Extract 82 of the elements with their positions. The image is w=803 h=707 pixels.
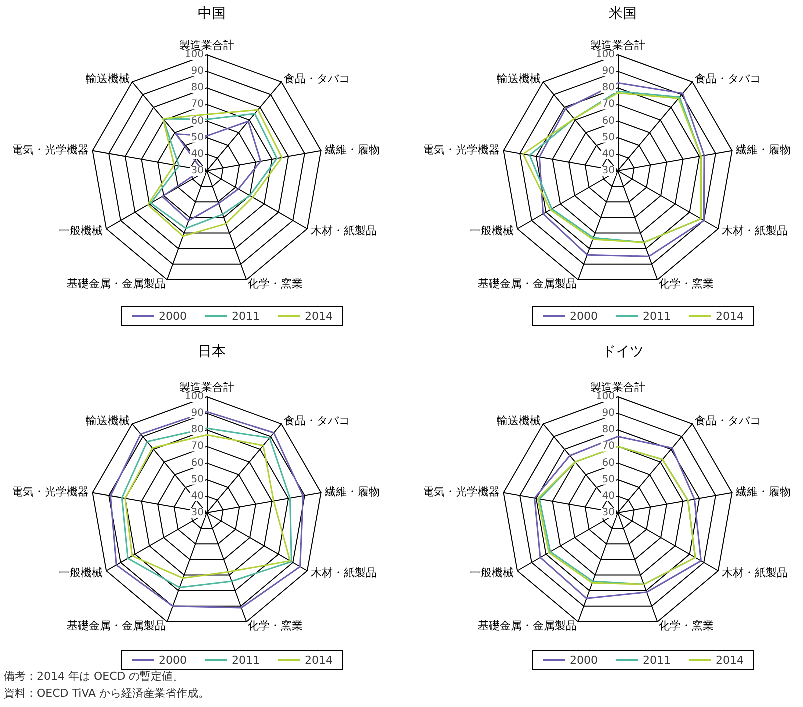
y-tick-label: 70 <box>191 99 204 110</box>
text: 備考：2014 年は OECD の暫定値。 <box>4 670 184 683</box>
chart-title: 日本 <box>198 344 226 360</box>
legend-label: 2000 <box>159 654 187 667</box>
legend-label: 2014 <box>304 310 333 323</box>
spoke-label: 化学・窯業 <box>248 277 304 290</box>
legend-label: 2000 <box>570 654 598 667</box>
y-tick-label: 40 <box>191 490 204 502</box>
y-tick-label: 40 <box>602 148 615 160</box>
spoke-label: 輸送機械 <box>496 72 541 86</box>
spoke-label: 一般機械 <box>470 224 514 238</box>
spoke-label: 食品・タバコ <box>695 72 762 86</box>
spoke-label: 輸送機械 <box>86 414 130 428</box>
spoke-label: 食品・タバコ <box>695 414 762 428</box>
y-tick-label: 80 <box>602 82 615 94</box>
y-tick-label: 90 <box>602 408 615 420</box>
spoke-label: 木材・紙製品 <box>722 566 788 580</box>
spoke-label: 食品・タバコ <box>284 72 350 86</box>
legend-label: 2000 <box>570 310 598 323</box>
y-tick-label: 100 <box>184 392 204 402</box>
spoke-label: 輸送機械 <box>86 72 130 86</box>
y-tick-label: 40 <box>602 490 615 502</box>
spoke-label: 輸送機械 <box>496 414 541 428</box>
legend-label: 2011 <box>232 310 260 323</box>
y-tick-label: 60 <box>191 116 204 127</box>
spoke-label: 木材・紙製品 <box>310 566 377 580</box>
spoke-label: 基礎金属・金属製品 <box>66 277 166 290</box>
chart-title: 米国 <box>609 6 637 22</box>
y-tick-label: 100 <box>596 392 615 402</box>
y-tick-label: 100 <box>596 50 615 60</box>
y-tick-label: 60 <box>602 458 615 469</box>
spoke-label: 電気・光学機器 <box>422 144 500 157</box>
legend-label: 2014 <box>716 654 744 667</box>
y-tick-label: 70 <box>602 441 615 452</box>
y-tick-label: 50 <box>602 132 615 144</box>
spoke-label: 基礎金属・金属製品 <box>66 619 166 632</box>
chart-title: ドイツ <box>602 344 644 360</box>
y-tick-label: 30 <box>191 508 204 518</box>
y-tick-label: 60 <box>191 458 204 469</box>
spoke-label: 基礎金属・金属製品 <box>478 619 577 632</box>
spoke-label: 一般機械 <box>59 566 104 580</box>
y-tick-label: 50 <box>191 474 204 486</box>
spoke-label: 電気・光学機器 <box>422 486 500 499</box>
chart-title: 中国 <box>198 6 226 22</box>
y-tick-label: 90 <box>191 408 204 420</box>
spoke-label: 基礎金属・金属製品 <box>478 277 577 290</box>
legend-label: 2000 <box>159 310 187 323</box>
spoke-label: 木材・紙製品 <box>722 224 788 238</box>
y-tick-label: 70 <box>602 99 615 110</box>
legend-label: 2011 <box>642 654 671 667</box>
spoke-label: 一般機械 <box>470 566 514 580</box>
y-tick-label: 60 <box>602 116 615 127</box>
spoke-label: 電気・光学機器 <box>12 486 89 499</box>
spoke-label: 繊維・履物 <box>324 486 380 499</box>
spoke-label: 食品・タバコ <box>284 414 350 428</box>
spoke-label: 繊維・履物 <box>324 144 380 157</box>
y-tick-label: 100 <box>184 50 204 60</box>
y-tick-label: 70 <box>191 441 204 452</box>
y-tick-label: 50 <box>191 132 204 144</box>
legend-label: 2014 <box>304 654 333 667</box>
legend-label: 2014 <box>716 310 744 323</box>
spoke-label: 繊維・履物 <box>735 144 792 157</box>
spoke-label: 化学・窯業 <box>248 619 304 632</box>
spoke-label: 化学・窯業 <box>659 277 714 290</box>
y-tick-label: 80 <box>191 424 204 436</box>
y-tick-label: 80 <box>602 424 615 436</box>
text: 資料：OECD TiVA から経済産業省作成。 <box>4 687 210 700</box>
y-tick-label: 40 <box>191 148 204 160</box>
y-tick-label: 90 <box>602 66 615 78</box>
y-tick-label: 90 <box>191 66 204 78</box>
legend-label: 2011 <box>232 654 260 667</box>
spoke-label: 木材・紙製品 <box>310 224 377 238</box>
y-tick-label: 30 <box>602 166 615 176</box>
spoke-label: 一般機械 <box>59 224 104 238</box>
spoke-label: 電気・光学機器 <box>12 144 89 157</box>
y-tick-label: 30 <box>191 166 204 176</box>
spoke-label: 化学・窯業 <box>659 619 714 632</box>
y-tick-label: 30 <box>602 508 615 518</box>
y-tick-label: 80 <box>191 82 204 94</box>
legend-label: 2011 <box>642 310 671 323</box>
spoke-label: 繊維・履物 <box>735 486 792 499</box>
y-tick-label: 50 <box>602 474 615 486</box>
